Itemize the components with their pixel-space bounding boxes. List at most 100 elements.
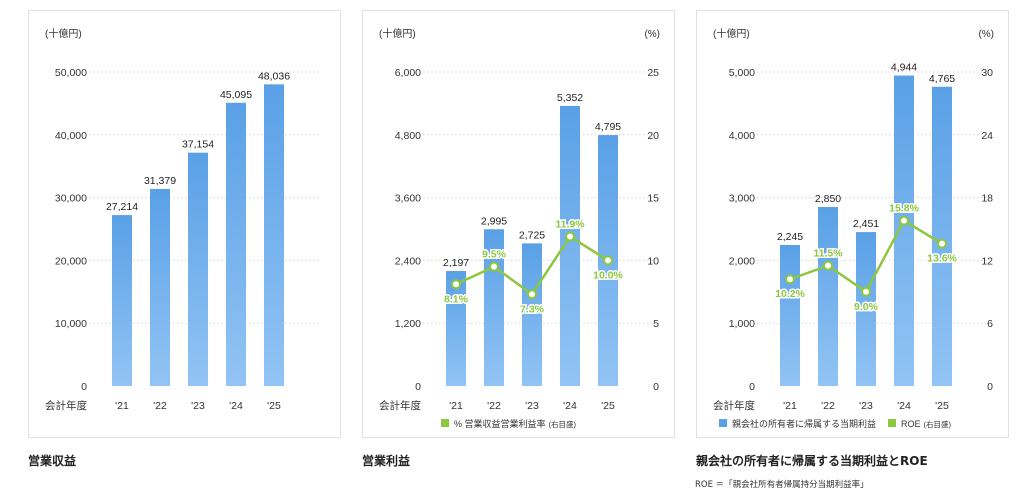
bar-value-label: 4,765 (929, 73, 955, 85)
ratio-point (527, 289, 537, 300)
legend-label: 親会社の所有者に帰属する当期利益 (732, 418, 876, 429)
caption-net-income-roe: 親会社の所有者に帰属する当期利益とROE (696, 454, 928, 468)
y-tick-label: 10,000 (55, 318, 87, 330)
x-tick-label: '22 (821, 400, 835, 412)
bar-value-label: 2,995 (481, 215, 507, 227)
bar (560, 105, 580, 387)
y2-tick-label: 0 (987, 381, 993, 393)
bar-value-label: 2,245 (777, 231, 803, 243)
right-axis-unit: (%) (978, 29, 994, 40)
legend-swatch (719, 419, 727, 427)
x-tick-label: '22 (153, 400, 167, 412)
x-axis-label: 会計年度 (713, 399, 755, 412)
x-axis-label: 会計年度 (379, 399, 421, 412)
y2-tick-label: 18 (981, 193, 993, 205)
bar-value-label: 27,214 (106, 201, 138, 213)
bar (188, 152, 208, 386)
x-tick-label: '24 (563, 400, 577, 412)
bar (894, 75, 914, 387)
y2-tick-label: 20 (647, 130, 659, 142)
ratio-point (565, 231, 575, 242)
ratio-point (489, 261, 499, 272)
ratio-point (899, 215, 909, 226)
left-axis-unit: (十億円) (45, 27, 82, 40)
bar-value-label: 2,451 (853, 218, 879, 230)
x-axis-label: 会計年度 (45, 399, 87, 412)
ratio-value-label: 11.9% (555, 219, 585, 231)
y2-tick-label: 15 (647, 193, 659, 205)
x-tick-label: '21 (115, 400, 129, 412)
y-tick-label: 20,000 (55, 255, 87, 267)
bar (150, 188, 170, 386)
legend-note: (右目盛) (924, 419, 952, 429)
y-tick-label: 0 (415, 381, 421, 393)
net-income-roe-chart: (十億円) (%) 0 0 1,000 6 2,000 12 3,000 18 4,000 24 5,0… (713, 27, 994, 429)
ratio-value-label: 8.1% (444, 293, 469, 305)
y-tick-label: 30,000 (55, 193, 87, 205)
roe-footnote: ROE ＝「親会社所有者帰属持分当期利益率」 (695, 480, 869, 490)
y2-tick-label: 25 (647, 67, 659, 79)
bar (522, 243, 542, 386)
x-tick-label: '23 (859, 400, 873, 412)
y-tick-label: 3,600 (395, 193, 421, 205)
bar-value-label: 37,154 (182, 139, 214, 151)
legend-label: % 営業収益営業利益率 (454, 418, 546, 429)
chart-panel-revenue: (十億円) 0 10,000 20,000 30,000 40,000 50,000 会計年度… (28, 10, 341, 438)
ratio-value-label: 7.3% (520, 303, 545, 315)
bar (112, 215, 132, 386)
caption-operating-income: 営業利益 (362, 454, 411, 468)
y2-tick-label: 12 (981, 255, 993, 267)
y2-tick-label: 24 (981, 130, 993, 142)
revenue-chart: (十億円) 0 10,000 20,000 30,000 40,000 50,000 会計年度… (45, 27, 319, 412)
x-tick-label: '23 (525, 400, 539, 412)
x-tick-label: '21 (449, 400, 463, 412)
bar-value-label: 5,352 (557, 92, 583, 104)
y-tick-label: 0 (749, 381, 755, 393)
ratio-value-label: 11.5% (813, 248, 843, 260)
y2-tick-label: 30 (981, 67, 993, 79)
bar-value-label: 2,197 (443, 257, 469, 269)
legend-swatch (888, 419, 897, 427)
y2-tick-label: 5 (653, 318, 659, 330)
bar (856, 232, 876, 386)
caption-revenue: 営業収益 (28, 454, 77, 468)
bar-value-label: 31,379 (144, 175, 176, 187)
bar (446, 271, 466, 386)
bar-value-label: 48,036 (258, 70, 290, 82)
x-tick-label: '25 (267, 400, 281, 412)
ratio-point (603, 255, 613, 266)
y2-tick-label: 6 (987, 318, 993, 330)
bar (818, 207, 838, 386)
ratio-point (451, 279, 461, 290)
y-tick-label: 2,000 (729, 255, 755, 267)
x-tick-label: '21 (783, 400, 797, 412)
ratio-point (785, 274, 795, 285)
legend-note: (右目盛) (549, 419, 577, 429)
left-axis-unit: (十億円) (379, 27, 416, 40)
bar (264, 84, 284, 386)
y-tick-label: 0 (81, 381, 87, 393)
y-tick-label: 6,000 (395, 67, 421, 79)
y-tick-label: 4,000 (729, 130, 755, 142)
ratio-value-label: 9.0% (854, 301, 879, 313)
bar-value-label: 45,095 (220, 89, 252, 101)
bar-value-label: 2,725 (519, 229, 545, 241)
ratio-value-label: 10.0% (593, 269, 623, 281)
y-tick-label: 5,000 (729, 67, 755, 79)
right-axis-unit: (%) (644, 29, 660, 40)
chart-panel-net-income-roe: (十億円) (%) 0 0 1,000 6 2,000 12 3,000 18 4,000 24 5,0… (696, 10, 1009, 438)
x-tick-label: '24 (897, 400, 911, 412)
legend-swatch (441, 419, 449, 427)
x-tick-label: '25 (935, 400, 949, 412)
x-tick-label: '25 (601, 400, 615, 412)
ratio-value-label: 9.5% (482, 249, 507, 261)
y-tick-label: 1,200 (395, 318, 421, 330)
bar-value-label: 4,944 (891, 62, 917, 74)
ratio-point (861, 286, 871, 297)
ratio-point (937, 238, 947, 249)
x-tick-label: '24 (229, 400, 243, 412)
bar-value-label: 2,850 (815, 193, 841, 205)
legend-label: ROE (901, 419, 921, 429)
y-tick-label: 1,000 (729, 318, 755, 330)
left-axis-unit: (十億円) (713, 27, 750, 40)
